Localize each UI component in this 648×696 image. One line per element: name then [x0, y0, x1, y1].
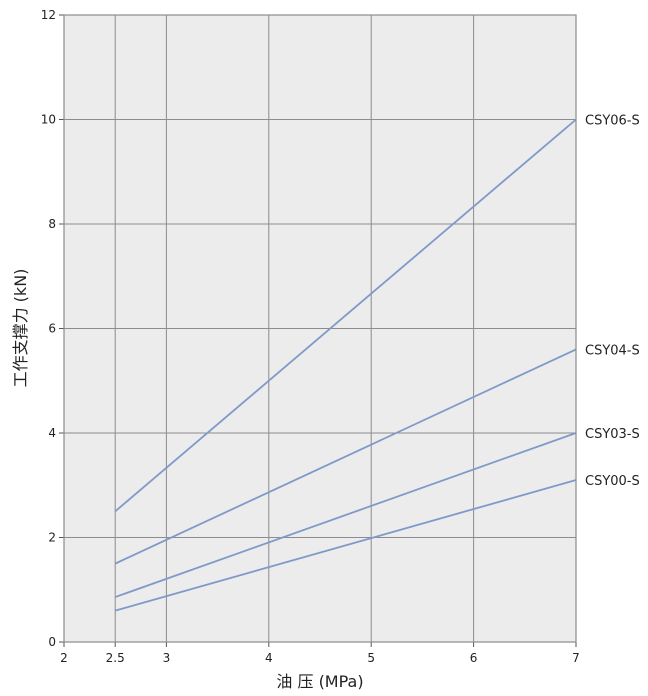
- x-tick-label: 2.5: [106, 651, 125, 665]
- series-lines: [114, 118, 577, 612]
- y-tick-label: 12: [41, 8, 56, 22]
- y-tick-label: 4: [48, 426, 56, 440]
- x-tick-label: 5: [367, 651, 375, 665]
- series-label-csy04-s: CSY04-S: [585, 343, 640, 358]
- x-axis-title: 油 压 (MPa): [276, 672, 363, 691]
- x-tick-label: 6: [470, 651, 478, 665]
- series-label-csy03-s: CSY03-S: [585, 427, 640, 442]
- series-label-csy06-s: CSY06-S: [585, 114, 640, 129]
- y-tick-label: 2: [48, 531, 56, 545]
- series-line-csy00-s: [114, 479, 577, 612]
- y-axis-title: 工作支撑力 (kN): [11, 269, 30, 388]
- x-tick-label: 2: [60, 651, 68, 665]
- series-line-csy06-s: [114, 118, 577, 513]
- x-tick-label: 3: [163, 651, 171, 665]
- grid: [64, 15, 576, 642]
- y-tick-label: 10: [41, 113, 56, 127]
- y-tick-label: 0: [48, 635, 56, 649]
- plot-frame: [63, 14, 577, 643]
- y-tick-label: 8: [48, 217, 56, 231]
- series-line-csy04-s: [114, 348, 577, 565]
- series-label-csy00-s: CSY00-S: [585, 474, 640, 489]
- x-tick-label: 4: [265, 651, 273, 665]
- series-labels: CSY06-S CSY04-S CSY03-S CSY00-S: [585, 114, 640, 490]
- series-line-csy03-s: [114, 432, 577, 598]
- y-tick-label: 6: [48, 322, 56, 336]
- x-tick-label: 7: [572, 651, 580, 665]
